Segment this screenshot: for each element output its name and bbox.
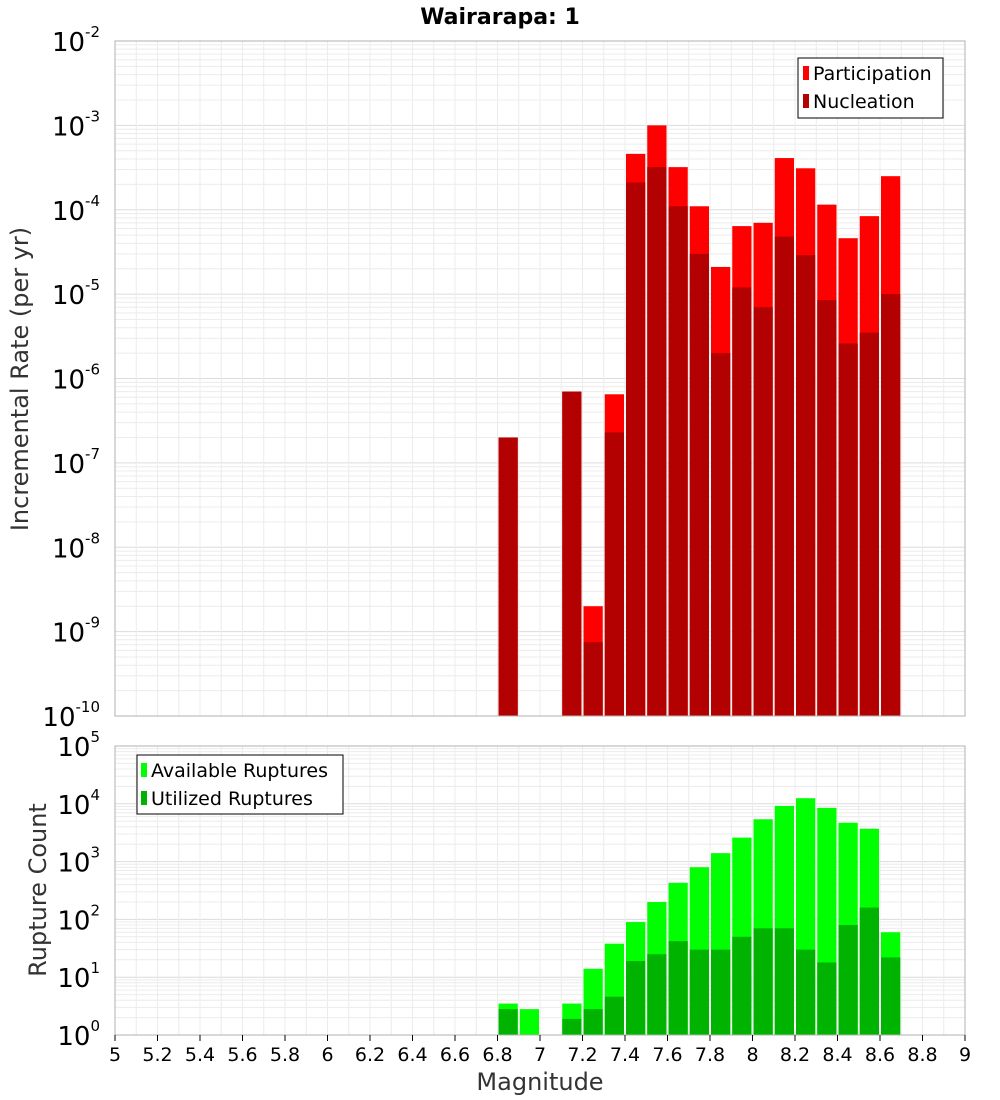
rate-bar-secondary — [583, 642, 603, 716]
count-bar-secondary — [881, 957, 901, 1035]
count-legend: Available Ruptures Utilized Ruptures — [136, 754, 344, 815]
count-bar-secondary — [562, 1018, 582, 1035]
x-tick-label: 6.8 — [482, 1044, 512, 1066]
x-tick-label: 5.8 — [270, 1044, 300, 1066]
rate-y-axis-label: Incremental Rate (per yr) — [6, 227, 34, 531]
rate-bars — [498, 125, 901, 717]
count-y-tick-label: 102 — [57, 901, 100, 936]
participation-legend-label: Participation — [813, 63, 932, 85]
count-panel: 100 101 102 103 104 105 Rupture Count Availab… — [24, 728, 966, 1052]
count-bar-secondary — [626, 961, 646, 1035]
rate-legend: Participation Nucleation — [797, 57, 944, 119]
x-tick-label: 7 — [534, 1044, 546, 1066]
rate-bar-secondary — [647, 167, 667, 716]
rate-bar-secondary — [817, 300, 837, 716]
count-bar-secondary — [689, 949, 709, 1035]
rate-y-tick-label: 10-3 — [52, 107, 100, 142]
rate-grid — [114, 41, 966, 717]
rate-y-tick-label: 10-2 — [52, 23, 100, 58]
participation-legend-swatch — [803, 66, 809, 80]
rate-y-tick-label: 10-4 — [52, 192, 100, 227]
count-bars — [498, 798, 901, 1035]
utilized-legend-label: Utilized Ruptures — [151, 788, 313, 810]
count-bar-secondary — [583, 1009, 603, 1035]
rate-bar-secondary — [626, 182, 646, 716]
count-bar-secondary — [732, 936, 752, 1035]
chart-title: Wairarapa: 1 — [420, 5, 580, 30]
rate-bar-secondary — [796, 255, 816, 716]
x-tick-label: 5.6 — [227, 1044, 257, 1066]
count-bar-secondary — [498, 1009, 518, 1035]
rate-y-ticks: 10-10 10-9 10-8 10-7 10-6 10-5 10-4 10-3 10-2 — [42, 23, 100, 733]
rate-bar-secondary — [689, 253, 709, 716]
rate-y-tick-label: 10-6 — [52, 361, 100, 396]
rate-plot-border — [114, 40, 966, 717]
rate-panel: 10-10 10-9 10-8 10-7 10-6 10-5 10-4 10-3 10-2 In… — [6, 23, 966, 733]
x-tick-label: 5.2 — [142, 1044, 172, 1066]
count-bar-secondary — [859, 907, 879, 1035]
rate-y-tick-label: 10-9 — [52, 614, 100, 649]
x-tick-label: 7.8 — [695, 1044, 725, 1066]
rate-bar-secondary — [753, 307, 773, 716]
rate-legend-box — [797, 57, 944, 119]
rate-bar-secondary — [881, 294, 901, 716]
x-tick-label: 7.4 — [610, 1044, 640, 1066]
count-bar-secondary — [647, 954, 667, 1035]
count-bar-secondary — [774, 928, 794, 1035]
count-y-tick-label: 105 — [57, 728, 100, 763]
rate-bar-secondary — [732, 287, 752, 716]
count-bar-secondary — [796, 949, 816, 1035]
rate-bar-secondary — [668, 206, 688, 716]
x-tick-label: 6 — [321, 1044, 333, 1066]
x-axis-ticks: 5 5.2 5.4 5.6 5.8 6 6.2 6.4 6.6 6.8 7 7.2 7.4 7.6 7.8 8… — [109, 1035, 971, 1066]
rate-y-tick-label: 10-10 — [42, 698, 100, 733]
count-bar-secondary — [838, 925, 858, 1035]
rate-bar-secondary — [774, 236, 794, 716]
x-tick-label: 5 — [109, 1044, 121, 1066]
count-y-tick-label: 104 — [57, 786, 100, 821]
rate-bar-secondary — [711, 353, 731, 716]
x-tick-label: 8 — [746, 1044, 758, 1066]
count-bar-secondary — [753, 928, 773, 1035]
rate-y-tick-label: 10-5 — [52, 276, 100, 311]
x-tick-label: 6.4 — [397, 1044, 427, 1066]
rate-bar-secondary — [562, 391, 582, 716]
x-tick-label: 8.2 — [780, 1044, 810, 1066]
x-tick-label: 6.2 — [355, 1044, 385, 1066]
x-axis-label: Magnitude — [476, 1068, 603, 1096]
count-y-ticks: 100 101 102 103 104 105 — [57, 728, 100, 1052]
count-bar-primary — [519, 1009, 539, 1035]
rate-bar-secondary — [859, 332, 879, 716]
x-tick-label: 8.6 — [865, 1044, 895, 1066]
rate-y-tick-label: 10-8 — [52, 529, 100, 564]
x-tick-label: 5.4 — [185, 1044, 215, 1066]
x-tick-label: 6.6 — [440, 1044, 470, 1066]
count-y-tick-label: 100 — [57, 1017, 100, 1052]
available-legend-label: Available Ruptures — [151, 760, 328, 782]
rate-bar-secondary — [604, 432, 624, 716]
count-bar-secondary — [668, 941, 688, 1035]
rate-bar-secondary — [498, 437, 518, 716]
count-bar-secondary — [604, 996, 624, 1035]
count-y-tick-label: 103 — [57, 844, 100, 879]
count-bar-secondary — [711, 949, 731, 1035]
nucleation-legend-label: Nucleation — [813, 91, 915, 113]
nucleation-legend-swatch — [803, 94, 809, 108]
x-tick-label: 7.2 — [567, 1044, 597, 1066]
x-tick-label: 9 — [959, 1044, 971, 1066]
rate-y-tick-label: 10-7 — [52, 445, 100, 480]
count-y-tick-label: 101 — [57, 959, 100, 994]
x-tick-label: 8.4 — [822, 1044, 852, 1066]
x-tick-label: 7.6 — [652, 1044, 682, 1066]
rate-bar-secondary — [838, 343, 858, 716]
count-y-axis-label: Rupture Count — [24, 803, 52, 977]
utilized-legend-swatch — [141, 791, 147, 805]
count-bar-secondary — [817, 962, 837, 1035]
x-tick-label: 8.8 — [907, 1044, 937, 1066]
available-legend-swatch — [141, 763, 147, 777]
count-legend-box — [136, 754, 344, 815]
